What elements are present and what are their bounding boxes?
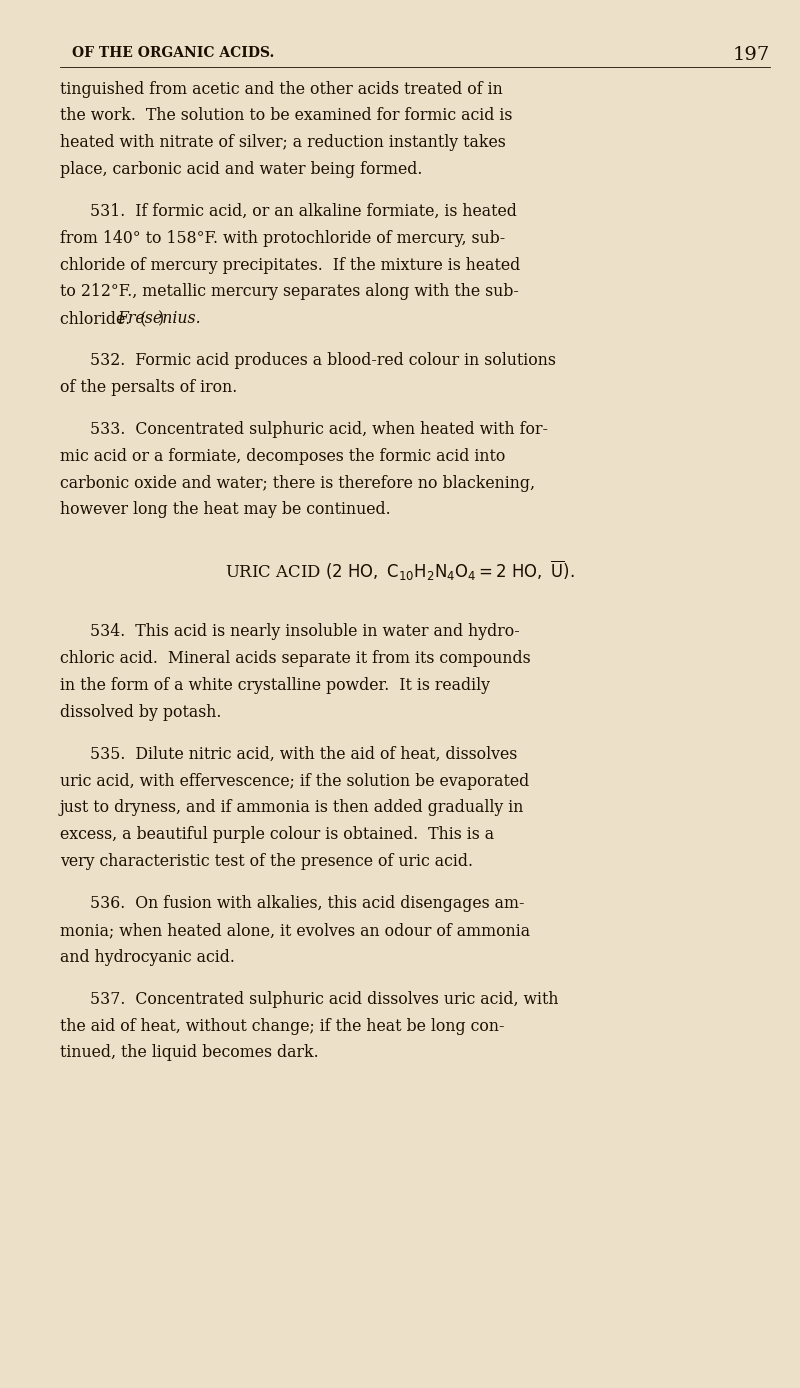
- Text: of the persalts of iron.: of the persalts of iron.: [60, 379, 238, 396]
- Text: however long the heat may be continued.: however long the heat may be continued.: [60, 501, 390, 518]
- Text: chloride.  (: chloride. (: [60, 310, 146, 328]
- Text: chloric acid.  Mineral acids separate it from its compounds: chloric acid. Mineral acids separate it …: [60, 651, 530, 668]
- Text: very characteristic test of the presence of uric acid.: very characteristic test of the presence…: [60, 854, 473, 870]
- Text: excess, a beautiful purple colour is obtained.  This is a: excess, a beautiful purple colour is obt…: [60, 826, 494, 844]
- Text: tinued, the liquid becomes dark.: tinued, the liquid becomes dark.: [60, 1044, 318, 1062]
- Text: 535.  Dilute nitric acid, with the aid of heat, dissolves: 535. Dilute nitric acid, with the aid of…: [90, 745, 518, 763]
- Text: tinguished from acetic and the other acids treated of in: tinguished from acetic and the other aci…: [60, 81, 502, 97]
- Text: 536.  On fusion with alkalies, this acid disengages am-: 536. On fusion with alkalies, this acid …: [90, 895, 525, 912]
- Text: in the form of a white crystalline powder.  It is readily: in the form of a white crystalline powde…: [60, 677, 490, 694]
- Text: dissolved by potash.: dissolved by potash.: [60, 704, 222, 720]
- Text: place, carbonic acid and water being formed.: place, carbonic acid and water being for…: [60, 161, 422, 178]
- Text: chloride of mercury precipitates.  If the mixture is heated: chloride of mercury precipitates. If the…: [60, 257, 520, 273]
- Text: the aid of heat, without change; if the heat be long con-: the aid of heat, without change; if the …: [60, 1017, 505, 1034]
- Text: U$\mathregular{RIC}$ A$\mathregular{CID}$ $(2\ \mathrm{HO},\ \mathrm{C_{10}H_2N_: U$\mathregular{RIC}$ A$\mathregular{CID}…: [225, 558, 575, 583]
- Text: 531.  If formic acid, or an alkaline formiate, is heated: 531. If formic acid, or an alkaline form…: [90, 203, 518, 219]
- Text: just to dryness, and if ammonia is then added gradually in: just to dryness, and if ammonia is then …: [60, 799, 524, 816]
- Text: the work.  The solution to be examined for formic acid is: the work. The solution to be examined fo…: [60, 107, 512, 125]
- Text: uric acid, with effervescence; if the solution be evaporated: uric acid, with effervescence; if the so…: [60, 773, 530, 790]
- Text: 532.  Formic acid produces a blood-red colour in solutions: 532. Formic acid produces a blood-red co…: [90, 353, 556, 369]
- Text: ): ): [158, 310, 164, 328]
- Text: mic acid or a formiate, decomposes the formic acid into: mic acid or a formiate, decomposes the f…: [60, 448, 506, 465]
- Text: from 140° to 158°F. with protochloride of mercury, sub-: from 140° to 158°F. with protochloride o…: [60, 229, 506, 247]
- Text: carbonic oxide and water; there is therefore no blackening,: carbonic oxide and water; there is there…: [60, 475, 535, 491]
- Text: to 212°F., metallic mercury separates along with the sub-: to 212°F., metallic mercury separates al…: [60, 283, 519, 300]
- Text: heated with nitrate of silver; a reduction instantly takes: heated with nitrate of silver; a reducti…: [60, 135, 506, 151]
- Text: 533.  Concentrated sulphuric acid, when heated with for-: 533. Concentrated sulphuric acid, when h…: [90, 421, 549, 439]
- Text: Fresenius.: Fresenius.: [117, 310, 201, 328]
- Text: monia; when heated alone, it evolves an odour of ammonia: monia; when heated alone, it evolves an …: [60, 922, 530, 938]
- Text: and hydrocyanic acid.: and hydrocyanic acid.: [60, 949, 235, 966]
- Text: 197: 197: [732, 46, 770, 64]
- Text: OF THE ORGANIC ACIDS.: OF THE ORGANIC ACIDS.: [72, 46, 274, 60]
- Text: 537.  Concentrated sulphuric acid dissolves uric acid, with: 537. Concentrated sulphuric acid dissolv…: [90, 991, 559, 1008]
- Text: 534.  This acid is nearly insoluble in water and hydro-: 534. This acid is nearly insoluble in wa…: [90, 623, 520, 640]
